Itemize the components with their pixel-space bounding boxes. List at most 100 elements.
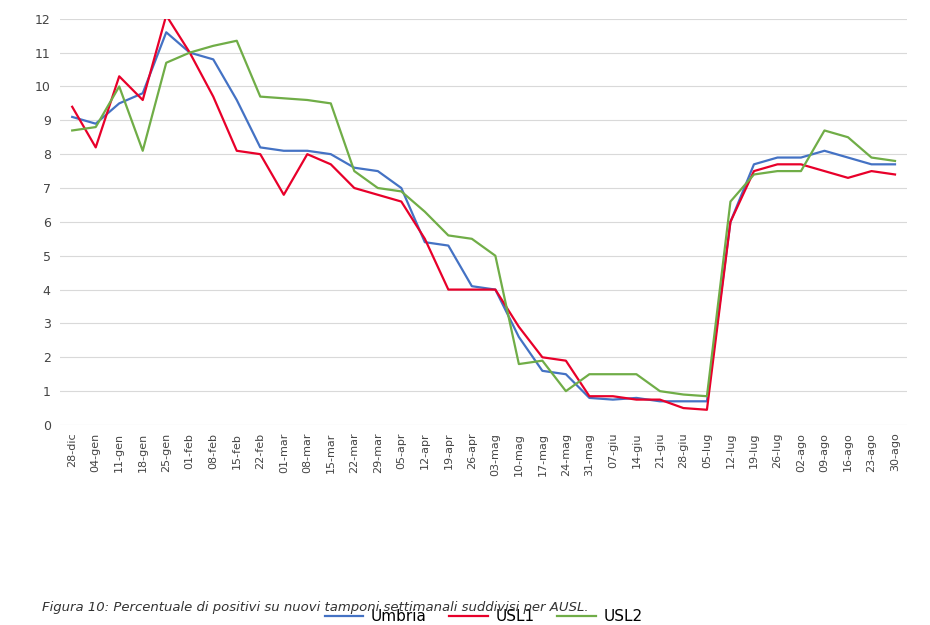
USL2 [301,96,312,104]
Umbria [255,144,266,151]
Umbria [278,147,289,154]
USL1 [749,168,760,175]
USL1 [819,168,830,175]
USL2 [678,391,689,398]
Umbria [113,99,125,107]
Legend: Umbria, USL1, USL2: Umbria, USL1, USL2 [319,603,648,625]
USL2 [819,127,830,134]
USL2 [67,127,78,134]
USL1 [866,168,877,175]
USL1 [513,323,525,331]
Line: USL1: USL1 [73,16,895,410]
USL1 [161,12,172,19]
USL2 [255,93,266,101]
USL2 [631,371,642,378]
Umbria [301,147,312,154]
Umbria [161,29,172,36]
USL2 [701,392,712,400]
USL2 [207,42,219,49]
Umbria [843,154,854,161]
Umbria [537,367,548,374]
USL2 [607,371,618,378]
USL1 [67,103,78,111]
Line: Umbria: Umbria [73,32,895,401]
USL2 [349,168,360,175]
USL1 [113,72,125,80]
Umbria [90,120,101,127]
Umbria [866,161,877,168]
Umbria [584,394,595,402]
Umbria [560,371,571,378]
Umbria [724,218,736,226]
USL1 [90,144,101,151]
USL1 [795,161,806,168]
USL1 [655,396,666,403]
USL1 [466,286,477,293]
Umbria [372,168,383,175]
USL2 [278,94,289,102]
USL1 [584,392,595,400]
USL2 [137,147,148,154]
Umbria [513,333,525,341]
Umbria [678,398,689,405]
USL2 [795,168,806,175]
USL1 [349,184,360,192]
USL2 [396,188,407,195]
USL2 [724,198,736,205]
USL2 [326,99,337,107]
USL1 [772,161,783,168]
USL2 [113,82,125,90]
USL2 [866,154,877,161]
USL2 [443,232,454,239]
USL1 [137,96,148,104]
USL2 [161,59,172,66]
Umbria [490,286,501,293]
USL2 [537,357,548,364]
Text: Figura 10: Percentuale di positivi su nuovi tamponi settimanali suddivisi per AU: Figura 10: Percentuale di positivi su nu… [42,601,589,614]
USL1 [560,357,571,364]
USL2 [90,123,101,131]
USL2 [889,157,900,164]
Umbria [466,282,477,290]
USL2 [232,37,243,44]
USL1 [678,404,689,412]
Umbria [443,242,454,249]
Umbria [701,398,712,405]
USL1 [607,392,618,400]
USL1 [184,49,195,56]
Umbria [349,164,360,171]
USL1 [889,171,900,178]
Umbria [207,56,219,63]
USL1 [372,191,383,199]
USL1 [396,198,407,205]
Umbria [772,154,783,161]
Umbria [655,398,666,405]
USL2 [749,171,760,178]
USL1 [301,151,312,158]
USL1 [278,191,289,199]
Umbria [232,96,243,104]
Umbria [607,396,618,403]
Umbria [419,238,431,246]
USL2 [419,208,431,216]
Umbria [631,394,642,402]
USL2 [560,388,571,395]
USL2 [490,252,501,259]
Umbria [326,151,337,158]
USL2 [772,168,783,175]
USL1 [537,354,548,361]
USL1 [490,286,501,293]
Umbria [819,147,830,154]
USL2 [184,49,195,56]
USL1 [326,161,337,168]
USL1 [419,235,431,242]
Umbria [184,49,195,56]
USL1 [255,151,266,158]
USL2 [372,184,383,192]
Umbria [795,154,806,161]
Line: USL2: USL2 [73,41,895,396]
USL2 [513,360,525,368]
USL2 [584,371,595,378]
USL1 [724,218,736,226]
Umbria [749,161,760,168]
